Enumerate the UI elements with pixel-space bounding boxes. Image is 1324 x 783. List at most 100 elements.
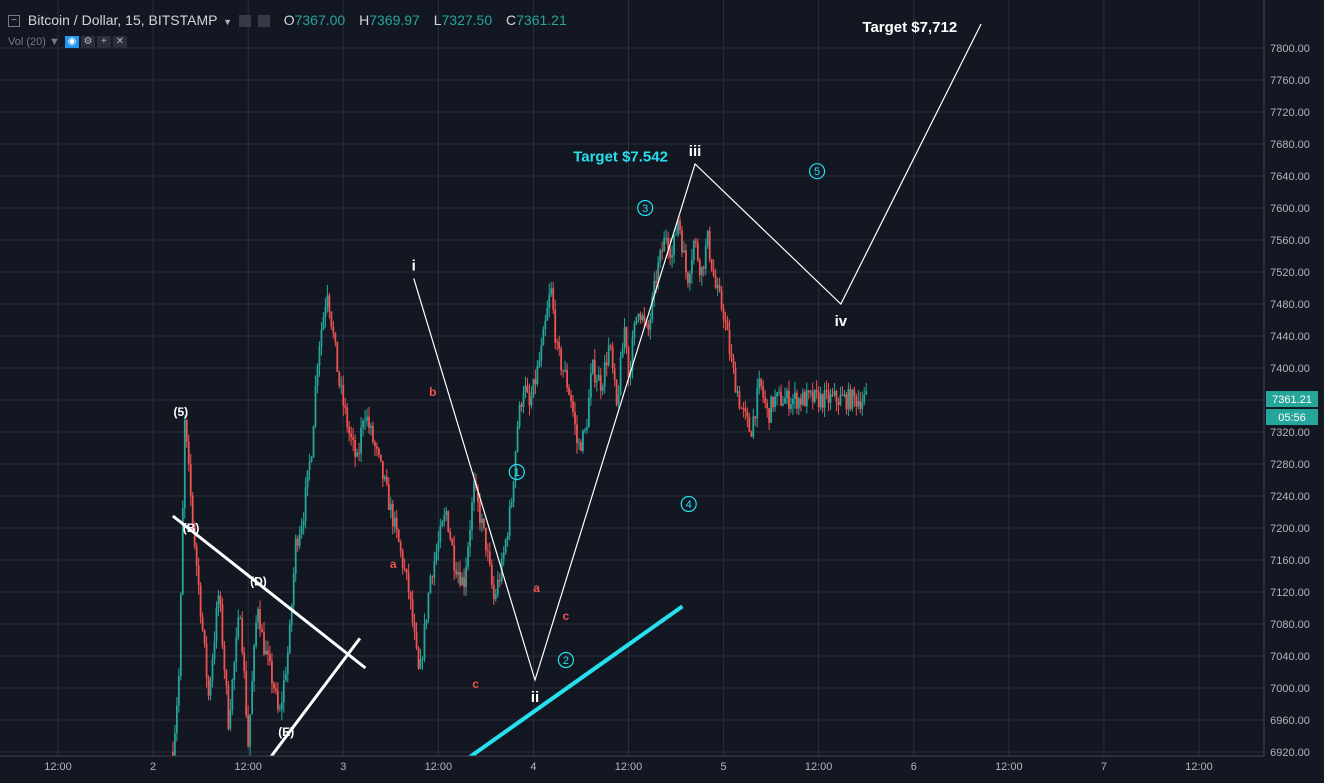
candle-body <box>768 408 771 423</box>
candle-body <box>786 390 788 398</box>
candle-body <box>288 624 291 653</box>
price-tick-label: 7680.00 <box>1270 139 1310 151</box>
volume-settings-icon[interactable]: ⚙ <box>80 36 95 49</box>
candle-body <box>332 326 335 333</box>
candle-body <box>294 538 297 574</box>
candle-body <box>748 417 751 432</box>
price-tick-label: 7000.00 <box>1270 683 1310 695</box>
candle-body <box>746 411 749 418</box>
candle-body <box>673 234 675 256</box>
candle-body <box>255 622 257 646</box>
price-tick-label: 7040.00 <box>1270 651 1310 663</box>
price-tick-label: 7160.00 <box>1270 555 1310 567</box>
chevron-down-icon[interactable]: ▼ <box>223 17 233 27</box>
price-tick-label: 7200.00 <box>1270 523 1310 535</box>
candle-body <box>663 238 666 252</box>
candle-body <box>183 420 186 509</box>
volume-close-icon[interactable]: ✕ <box>112 36 127 49</box>
candle-body <box>413 622 416 632</box>
candle-body <box>488 551 491 565</box>
price-tick-label: 7320.00 <box>1270 427 1310 439</box>
volume-add-icon[interactable]: + <box>96 36 111 49</box>
candle-body <box>522 392 525 407</box>
candle-body <box>568 387 570 395</box>
candle-body <box>829 394 832 403</box>
collapse-icon[interactable]: − <box>8 15 20 28</box>
candle-body <box>546 308 549 321</box>
time-axis[interactable]: 12:00 2 12:00 3 12:00 4 12:00 5 12:00 6 12:00 7 12:0… <box>0 755 1324 783</box>
candle-body <box>233 662 236 680</box>
candle-body <box>471 502 473 531</box>
candle-body <box>831 394 834 396</box>
candle-body <box>637 313 640 317</box>
candle-body <box>734 367 737 393</box>
candle-body <box>393 517 396 527</box>
candle-body <box>716 285 719 288</box>
wave-label-iv: iv <box>835 313 848 330</box>
candle-body <box>552 288 555 310</box>
candle-body <box>625 327 628 348</box>
candle-body <box>296 538 299 546</box>
candle-body <box>229 710 232 729</box>
candle-body <box>603 362 606 387</box>
candle-body <box>205 643 208 678</box>
candle-body <box>273 683 275 689</box>
candle-body <box>738 391 741 408</box>
candlestick-series <box>171 216 868 769</box>
candle-body <box>389 503 392 510</box>
candle-body <box>282 680 285 703</box>
time-tick-label: 12:00 <box>805 761 833 773</box>
circled-wave-number: 2 <box>563 655 569 667</box>
candle-body <box>407 572 410 593</box>
candle-body <box>681 230 683 253</box>
candle-body <box>726 321 729 331</box>
candle-body <box>591 359 594 374</box>
candle-body <box>435 551 438 561</box>
price-tick-label: 6960.00 <box>1270 715 1310 727</box>
candle-body <box>847 389 850 410</box>
settings-icon[interactable] <box>257 15 270 28</box>
candle-body <box>528 391 531 406</box>
candle-body <box>601 386 604 391</box>
candle-body <box>215 608 218 642</box>
candle-body <box>817 391 820 408</box>
candle-body <box>542 329 545 346</box>
candle-body <box>484 527 487 551</box>
candle-body <box>213 641 216 660</box>
eye-icon[interactable] <box>238 15 251 28</box>
candle-body <box>689 273 691 284</box>
candle-body <box>397 529 400 542</box>
candle-body <box>379 454 382 462</box>
candle-body <box>494 594 497 600</box>
volume-chevron-icon[interactable]: ▼ <box>48 36 60 48</box>
candle-body <box>865 391 868 395</box>
low-value: 7327.50 <box>441 12 493 28</box>
candle-body <box>774 396 776 408</box>
candle-body <box>841 395 844 397</box>
price-axis[interactable]: 6920.006960.007000.007040.007080.007120.… <box>1263 0 1324 783</box>
candle-body <box>700 266 703 276</box>
candle-body <box>364 420 366 422</box>
candle-body <box>512 481 515 503</box>
circled-wave-marker <box>557 651 575 669</box>
candle-body <box>853 389 856 397</box>
symbol-title[interactable]: Bitcoin / Dollar, 15, BITSTAMP <box>27 12 218 28</box>
price-tick-label: 7480.00 <box>1270 299 1310 311</box>
candle-body <box>348 427 351 434</box>
candle-body <box>433 560 436 578</box>
candle-body <box>486 550 489 552</box>
candle-body <box>536 366 539 384</box>
volume-label[interactable]: Vol (20) <box>8 36 46 48</box>
candle-body <box>665 237 668 239</box>
candle-body <box>631 337 634 371</box>
candle-body <box>261 629 263 633</box>
candle-body <box>623 327 626 349</box>
wave-annotation: (D) <box>250 575 267 589</box>
trendline <box>171 514 367 670</box>
candle-body <box>508 506 511 536</box>
volume-eye-icon[interactable]: ◉ <box>64 36 79 49</box>
candle-body <box>481 518 483 524</box>
candle-body <box>465 567 467 588</box>
candle-body <box>302 520 305 526</box>
